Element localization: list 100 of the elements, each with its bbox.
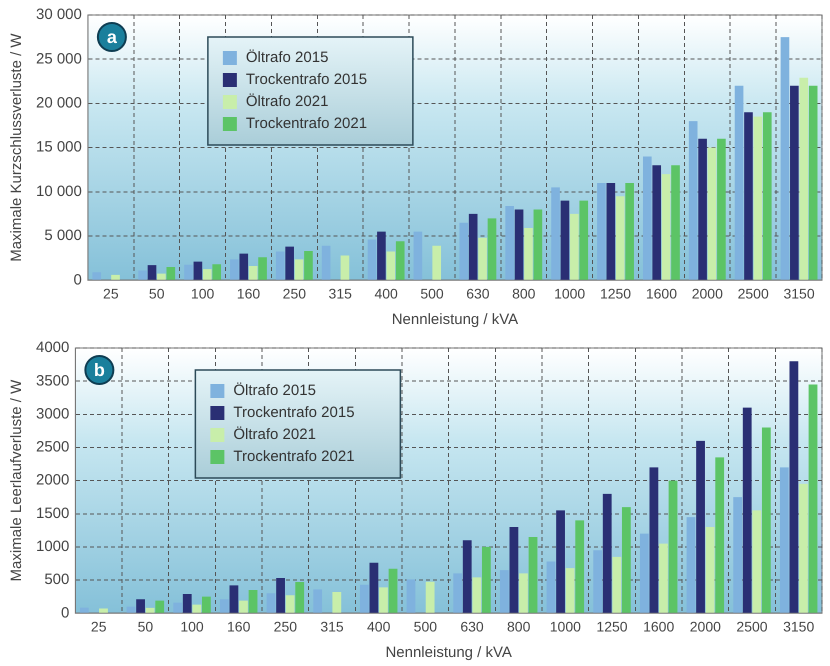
bar: [662, 174, 670, 280]
x-tick-label: 315: [320, 618, 344, 634]
bar: [360, 584, 369, 613]
bar: [686, 517, 696, 613]
bar: [734, 86, 744, 280]
x-tick-label: 1000: [550, 618, 582, 634]
bar: [248, 266, 258, 280]
bar: [230, 585, 238, 613]
y-tick-label: 30 000: [36, 6, 82, 24]
bar: [799, 484, 808, 613]
bar: [295, 582, 304, 613]
bar: [602, 494, 612, 613]
bar: [453, 573, 462, 613]
x-tick-label: 1600: [646, 285, 678, 302]
bar: [379, 587, 388, 613]
bar: [286, 595, 295, 613]
bar: [708, 148, 716, 280]
bar: [313, 589, 322, 613]
bar: [276, 578, 285, 613]
bar: [230, 259, 239, 280]
y-tick-label: 500: [44, 571, 70, 588]
bar: [524, 228, 533, 280]
bar: [192, 604, 202, 613]
bar: [752, 510, 762, 613]
bar: [534, 209, 542, 280]
bar: [649, 467, 658, 613]
bar: [570, 214, 579, 280]
bar: [514, 209, 524, 280]
bar: [239, 600, 248, 613]
bar: [184, 264, 193, 280]
y-tick-label: 15 000: [36, 138, 82, 156]
bar: [744, 112, 753, 280]
bar: [406, 579, 416, 613]
y-tick-label: 0: [61, 604, 70, 622]
y-tick-label: 5 000: [44, 227, 82, 244]
x-tick-label: 630: [460, 618, 484, 634]
x-tick-label: 2500: [736, 618, 768, 634]
x-tick-label: 1600: [643, 618, 674, 634]
bar: [426, 582, 435, 613]
bar: [182, 594, 192, 613]
x-tick-label: 160: [227, 618, 251, 634]
x-tick-label: 100: [190, 285, 214, 302]
bar: [462, 540, 472, 613]
bar: [194, 262, 202, 280]
bar: [322, 246, 330, 280]
bar: [478, 238, 487, 280]
x-tick-label: 2000: [692, 285, 724, 302]
bar: [742, 408, 752, 613]
y-tick-label: 3500: [36, 372, 70, 390]
x-tick-label: 50: [148, 285, 165, 302]
bar: [715, 457, 724, 613]
bar: [266, 593, 276, 613]
bar: [668, 480, 678, 613]
x-tick-label: 800: [512, 285, 536, 302]
bar: [762, 428, 771, 613]
bar: [652, 165, 662, 280]
bar: [640, 534, 649, 613]
bar: [556, 510, 565, 613]
bar: [239, 254, 248, 280]
bar: [733, 497, 742, 613]
bar: [157, 274, 166, 280]
bar: [500, 570, 509, 613]
bar: [717, 138, 726, 280]
bar: [612, 556, 622, 613]
bar: [510, 527, 518, 613]
legend-label: Öltrafo 2015: [246, 49, 328, 66]
legend-label: Trockentrafo 2015: [246, 71, 368, 88]
bar: [616, 196, 625, 280]
bar: [370, 562, 378, 613]
x-tick-label: 3150: [783, 285, 815, 302]
bar: [388, 568, 398, 613]
bar: [368, 240, 376, 280]
legend-label: Trockentrafo 2021: [233, 448, 355, 466]
x-tick-label: 1250: [596, 618, 628, 634]
bar: [575, 520, 584, 613]
x-tick-label: 2000: [690, 618, 722, 634]
bar: [528, 536, 538, 613]
bar: [551, 187, 560, 280]
bar: [468, 214, 478, 280]
bar: [560, 200, 570, 280]
bar: [597, 182, 606, 280]
x-tick-label: 3150: [783, 618, 814, 634]
bar: [432, 246, 442, 280]
bar: [625, 182, 634, 280]
x-tick-label: 25: [103, 285, 119, 302]
bar: [671, 165, 680, 280]
x-tick-label: 2500: [738, 285, 769, 302]
bar: [146, 608, 155, 613]
bar: [220, 599, 229, 613]
bar: [698, 138, 707, 280]
bar: [789, 361, 798, 613]
bar: [546, 561, 556, 613]
bar: [294, 259, 304, 280]
bar: [138, 270, 147, 280]
x-axis-title: Nennleistung / kVA: [385, 644, 512, 662]
x-tick-label: 50: [138, 618, 154, 634]
bar: [111, 274, 120, 280]
bar: [459, 222, 468, 280]
y-tick-label: 10 000: [36, 182, 82, 200]
bar: [126, 606, 136, 613]
